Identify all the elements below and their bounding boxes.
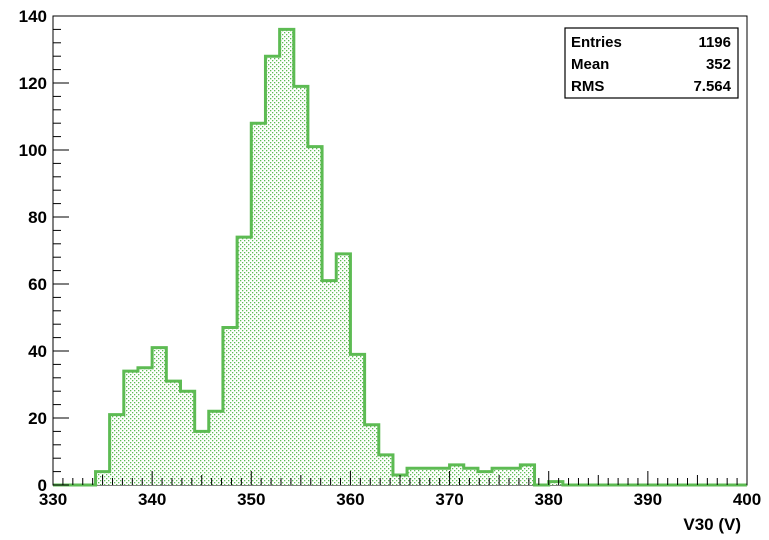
- stats-mean-label: Mean: [571, 56, 609, 73]
- histogram-bar: [180, 391, 195, 485]
- x-tick-label: 330: [39, 490, 67, 509]
- y-tick-label: 0: [38, 476, 47, 495]
- histogram-bar: [477, 471, 493, 485]
- histogram-bar: [449, 464, 464, 485]
- y-axis-tick-labels: 0 20 40 60 80 100 120 140: [19, 7, 47, 495]
- stats-rms-value: 7.564: [693, 78, 731, 95]
- stats-entries-value: 1196: [698, 34, 731, 51]
- histogram-bar: [520, 464, 535, 485]
- stats-entries-label: Entries: [571, 34, 622, 51]
- x-axis-title: V30 (V): [683, 515, 741, 534]
- y-tick-label: 120: [19, 74, 47, 93]
- histogram-bar: [109, 414, 124, 485]
- histogram-bar: [548, 481, 563, 485]
- histogram-bar: [137, 367, 153, 485]
- histogram-bar: [194, 431, 209, 485]
- x-axis-tick-labels: 330 340 350 360 370 380 390 400: [39, 490, 761, 509]
- histogram-bar: [435, 468, 450, 485]
- stats-mean-value: 352: [706, 56, 731, 73]
- histogram-bar: [506, 468, 521, 485]
- y-axis-ticks: [53, 15, 69, 486]
- histogram-bar: [152, 347, 167, 485]
- y-tick-label: 80: [28, 208, 47, 227]
- histogram-bar: [237, 237, 252, 485]
- histogram-bar: [407, 468, 422, 485]
- histogram-bar: [265, 56, 280, 485]
- y-tick-label: 40: [28, 342, 47, 361]
- stats-rms-label: RMS: [571, 78, 604, 95]
- histogram-bar: [222, 327, 238, 485]
- y-tick-label: 100: [19, 141, 47, 160]
- x-tick-label: 380: [535, 490, 563, 509]
- histogram-bar: [421, 468, 436, 485]
- x-axis-ticks: [52, 471, 748, 485]
- histogram-bar: [279, 29, 294, 486]
- histogram-bar: [322, 280, 337, 485]
- histogram-outline: [53, 27, 747, 487]
- histogram-bar: [336, 253, 351, 485]
- y-tick-label: 20: [28, 409, 47, 428]
- histogram-bar: [350, 354, 365, 485]
- x-tick-label: 350: [237, 490, 265, 509]
- histogram-fill: [95, 29, 563, 486]
- histogram-bar: [364, 424, 379, 485]
- histogram-bar: [251, 123, 266, 485]
- stats-box-frame: [564, 27, 739, 99]
- x-tick-label: 360: [336, 490, 364, 509]
- histogram-bar: [166, 381, 181, 485]
- x-tick-label: 340: [138, 490, 166, 509]
- histogram-bar: [208, 411, 223, 485]
- x-tick-label: 390: [634, 490, 662, 509]
- histogram-bar: [307, 146, 323, 485]
- x-tick-label: 370: [435, 490, 463, 509]
- histogram-bar: [378, 454, 393, 485]
- histogram-bar: [123, 371, 138, 485]
- stats-box: Entries 1196 Mean 352 RMS 7.564: [564, 27, 739, 99]
- x-tick-label: 400: [733, 490, 761, 509]
- y-tick-label: 60: [28, 275, 47, 294]
- histogram-bar: [293, 86, 308, 485]
- histogram-bar: [463, 468, 478, 485]
- y-tick-label: 140: [19, 7, 47, 26]
